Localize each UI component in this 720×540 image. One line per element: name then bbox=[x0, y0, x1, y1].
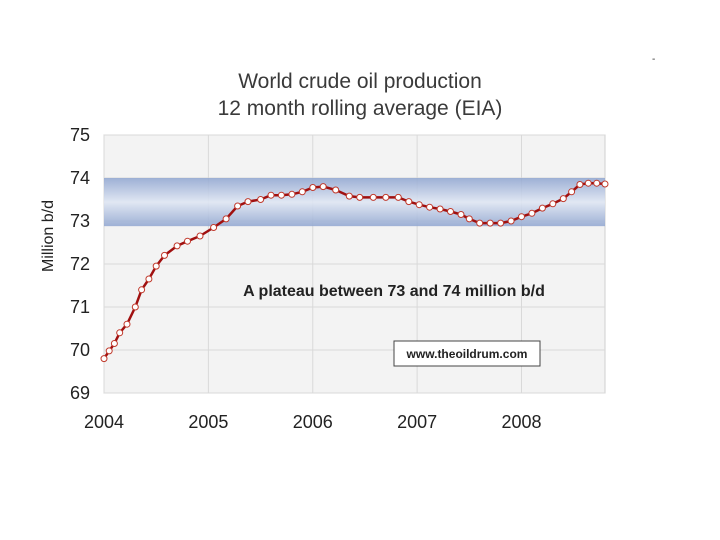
data-point bbox=[601, 180, 609, 188]
y-axis-label: Million b/d bbox=[40, 200, 57, 272]
x-tick-label: 2007 bbox=[397, 412, 437, 432]
data-point bbox=[457, 211, 465, 218]
data-point bbox=[415, 201, 423, 209]
y-tick-label: 70 bbox=[70, 340, 90, 360]
data-point bbox=[465, 215, 473, 223]
data-point bbox=[356, 193, 364, 201]
data-point bbox=[100, 355, 108, 363]
data-point bbox=[173, 242, 181, 250]
y-tick-label: 73 bbox=[70, 211, 90, 231]
data-point bbox=[549, 200, 557, 208]
data-point bbox=[138, 286, 146, 294]
data-point bbox=[319, 183, 327, 191]
data-point bbox=[184, 237, 191, 245]
data-point bbox=[576, 181, 584, 188]
corner-mark: - bbox=[652, 54, 655, 65]
data-point bbox=[528, 209, 536, 217]
data-point bbox=[298, 188, 306, 196]
source-box: www.theoildrum.com bbox=[393, 340, 541, 367]
x-tick-label: 2008 bbox=[501, 412, 541, 432]
data-point bbox=[497, 219, 505, 227]
data-point bbox=[161, 251, 168, 259]
y-tick-label: 69 bbox=[70, 383, 90, 403]
chart-title-group: World crude oil production 12 month roll… bbox=[218, 70, 503, 120]
data-point bbox=[222, 215, 230, 223]
data-point bbox=[267, 191, 275, 199]
data-point bbox=[288, 190, 296, 198]
data-point bbox=[105, 347, 113, 355]
x-tick-label: 2005 bbox=[188, 412, 228, 432]
data-point bbox=[476, 219, 484, 227]
data-point bbox=[436, 205, 444, 213]
data-point bbox=[369, 193, 377, 201]
data-point bbox=[345, 192, 353, 200]
data-point bbox=[507, 217, 515, 225]
chart-title-line-2: 12 month rolling average (EIA) bbox=[218, 97, 503, 120]
data-point bbox=[518, 213, 525, 221]
data-point bbox=[332, 186, 340, 194]
data-point bbox=[152, 262, 160, 270]
data-point bbox=[145, 275, 153, 283]
x-tick-label: 2006 bbox=[293, 412, 333, 432]
y-tick-label: 75 bbox=[70, 125, 90, 145]
data-point bbox=[210, 224, 218, 231]
data-point bbox=[486, 219, 494, 227]
y-tick-label: 74 bbox=[70, 168, 90, 188]
plateau-band bbox=[104, 178, 605, 227]
data-point bbox=[116, 329, 124, 337]
plateau-annotation: A plateau between 73 and 74 million b/d bbox=[243, 283, 545, 300]
data-point bbox=[309, 184, 317, 191]
data-point bbox=[593, 179, 601, 187]
data-point bbox=[382, 193, 390, 201]
data-point bbox=[538, 204, 546, 212]
source-box-frame bbox=[393, 340, 541, 367]
data-point bbox=[123, 320, 131, 328]
data-point bbox=[234, 202, 242, 210]
source-label: www.theoildrum.com bbox=[406, 347, 528, 361]
data-point bbox=[394, 193, 402, 201]
series-markers bbox=[100, 179, 609, 363]
data-point bbox=[447, 208, 454, 215]
data-point bbox=[559, 195, 567, 203]
data-point bbox=[110, 340, 118, 347]
x-tick-label: 2004 bbox=[84, 412, 124, 432]
data-point bbox=[426, 203, 434, 211]
data-point bbox=[244, 198, 252, 206]
data-point bbox=[131, 303, 139, 311]
y-tick-label: 71 bbox=[70, 297, 90, 317]
data-point bbox=[568, 188, 576, 196]
data-point bbox=[277, 191, 285, 199]
y-tick-label: 72 bbox=[70, 254, 90, 274]
data-point bbox=[405, 198, 413, 206]
data-point bbox=[257, 196, 265, 203]
x-axis-ticks: 2004 2005 2006 2007 2008 bbox=[84, 412, 542, 432]
chart-title-line-1: World crude oil production bbox=[238, 70, 482, 93]
data-point bbox=[584, 179, 592, 187]
data-point bbox=[196, 232, 204, 240]
y-axis-ticks: 69 70 71 72 73 74 75 bbox=[70, 125, 90, 403]
